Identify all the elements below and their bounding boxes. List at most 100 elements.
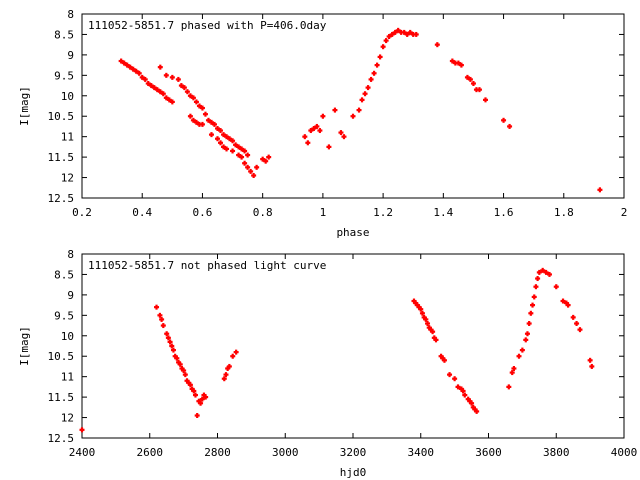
chart1-x-axis-label: phase [336, 226, 369, 239]
chart1-data-point [464, 74, 470, 80]
chart1-data-point [482, 97, 488, 103]
chart1-data-point [434, 42, 440, 48]
chart2-data-point [164, 331, 170, 337]
chart1-plot-frame [81, 13, 625, 199]
chart1-ytick-label: 11.5 [48, 151, 75, 164]
chart1-data-point [305, 140, 311, 146]
chart1-data-point [266, 154, 272, 160]
chart2-data-point [181, 368, 187, 374]
chart1-ytick-label: 9.5 [54, 69, 74, 82]
chart1-ytick-label: 10 [61, 90, 74, 103]
chart2-data-point [455, 384, 461, 390]
chart2-data-point [474, 408, 480, 414]
chart1-data-point [311, 125, 317, 131]
chart2-data-point [523, 337, 529, 343]
chart1-data-point [377, 54, 383, 60]
chart1-data-point [121, 60, 127, 66]
chart1-data-point [326, 144, 332, 150]
chart2-data-point [530, 302, 536, 308]
chart2-xtick-label: 2800 [204, 446, 231, 459]
chart2-ytick-label: 10 [61, 330, 74, 343]
chart1-data-point [157, 89, 163, 95]
chart2-data-point [462, 392, 468, 398]
chart1-data-point [245, 164, 251, 170]
chart1-data-point [221, 132, 227, 138]
chart2-data-point [177, 361, 183, 367]
chart1-data-point [139, 74, 145, 80]
chart1-data-point [175, 76, 181, 82]
chart2-data-point [157, 312, 163, 318]
chart1-data-point [359, 97, 365, 103]
chart1-data-point [202, 111, 208, 117]
chart1-title: 111052-5851.7 phased with P=406.0day [88, 19, 327, 32]
chart2-data-point [170, 347, 176, 353]
chart1-data-point [211, 121, 217, 127]
chart2-data-point [531, 294, 537, 300]
chart1-data-point [374, 62, 380, 68]
chart1-ytick-label: 12 [61, 172, 74, 185]
chart2-xtick-label: 4000 [611, 446, 638, 459]
chart2-data-point [528, 310, 534, 316]
chart1-data-point [260, 156, 266, 162]
chart1-data-point [386, 33, 392, 39]
chart2-xtick-label: 3400 [408, 446, 435, 459]
chart2-data-point [192, 392, 198, 398]
chart1-data-point [166, 97, 172, 103]
chart1-xtick-label: 1 [320, 206, 327, 219]
chart1-data-point [470, 81, 476, 87]
chart2-ytick-label: 11.5 [48, 391, 75, 404]
chart1-data-point [145, 81, 151, 87]
chart2-data-point [516, 353, 522, 359]
chart1-ytick-label: 8 [67, 8, 74, 21]
chart1-data-point [368, 76, 374, 82]
chart2-data-point [574, 321, 580, 327]
chart2-data-point [418, 306, 424, 312]
chart2-data-point [536, 269, 542, 275]
chart2-data-point [511, 365, 517, 371]
chart2-data-point [430, 329, 436, 335]
chart1-data-point [308, 128, 314, 134]
chart1-xtick-label: 2 [621, 206, 628, 219]
chart1-data-point [380, 44, 386, 50]
chart2-data-point [169, 343, 175, 349]
chart2-xtick-label: 3000 [272, 446, 299, 459]
chart1-data-point [350, 113, 356, 119]
chart2-ytick-label: 12.5 [48, 432, 75, 445]
chart1-data-point [239, 146, 245, 152]
chart2-data-point [199, 396, 205, 402]
chart1-data-point [413, 31, 419, 37]
chart2-data-point [589, 363, 595, 369]
chart1-data-point [127, 64, 133, 70]
chart1-xtick-label: 1.4 [433, 206, 453, 219]
chart1-data-point [163, 95, 169, 101]
chart1-data-point [239, 154, 245, 160]
chart2-data-point [182, 372, 188, 378]
chart2-data-point [433, 337, 439, 343]
chart2-data-point [565, 302, 571, 308]
chart2-data-point [524, 331, 530, 337]
chart2-data-point [194, 413, 200, 419]
chart1-data-point [178, 83, 184, 89]
chart1-data-point [227, 136, 233, 142]
chart1-data-point [401, 29, 407, 35]
chart2-data-point [165, 335, 171, 341]
chart2-ytick-label: 9 [67, 289, 74, 302]
chart1-data-point [449, 58, 455, 64]
chart1-data-point [190, 95, 196, 101]
chart2-data-point [540, 267, 546, 273]
chart1-data-point [221, 144, 227, 150]
chart1-data-point [190, 117, 196, 123]
chart2-xtick-label: 3800 [543, 446, 570, 459]
chart2-xtick-label: 3200 [340, 446, 367, 459]
chart1-data-point [208, 119, 214, 125]
chart1-data-point [251, 173, 257, 179]
chart2-data-point [506, 384, 512, 390]
chart1-data-point [320, 113, 326, 119]
chart1-data-point [362, 91, 368, 97]
chart2-title: 111052-5851.7 not phased light curve [88, 259, 326, 272]
chart2-x-axis-label: hjd0 [340, 466, 367, 479]
chart1-data-point [332, 107, 338, 113]
chart1-xtick-label: 1.2 [373, 206, 393, 219]
chart1-data-point [208, 132, 214, 138]
